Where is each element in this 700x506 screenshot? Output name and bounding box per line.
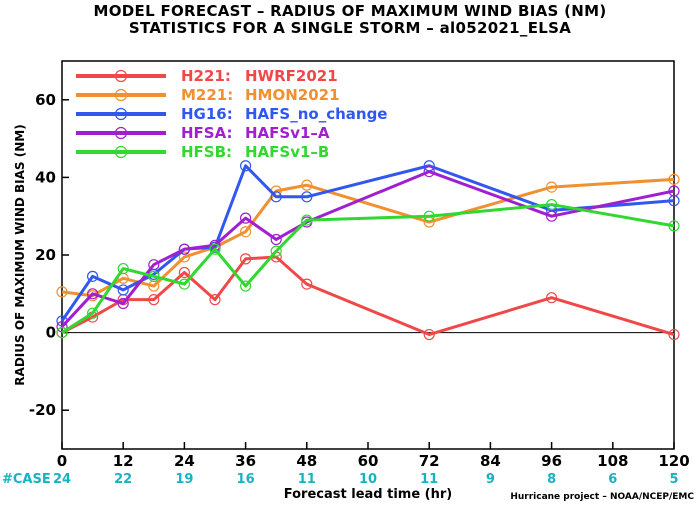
case-count: 6 <box>608 472 617 487</box>
legend-marker <box>114 88 128 102</box>
x-tick-label: 84 <box>480 452 501 470</box>
x-tick-label: 96 <box>541 452 562 470</box>
x-tick-label: 0 <box>57 452 67 470</box>
data-point <box>240 253 252 265</box>
x-tick-label: 60 <box>358 452 379 470</box>
legend-series-label: HMON2021 <box>245 86 340 104</box>
data-point <box>178 266 190 279</box>
data-point <box>117 297 129 310</box>
data-point <box>86 270 99 282</box>
data-point <box>545 181 558 193</box>
data-point <box>209 243 221 255</box>
x-tick-label: 108 <box>597 452 628 470</box>
legend-series-code: HG16: <box>181 105 233 123</box>
data-point <box>270 233 282 246</box>
legend-series-label: HWRF2021 <box>245 67 338 85</box>
data-point <box>301 214 313 226</box>
data-point <box>240 280 252 292</box>
legend-marker <box>114 69 128 83</box>
data-point <box>240 212 252 224</box>
data-point <box>668 328 680 341</box>
credit-text: Hurricane project – NOAA/NCEP/EMC <box>510 492 694 502</box>
series-line <box>61 255 675 337</box>
data-point <box>270 245 282 257</box>
case-count: 10 <box>359 472 377 487</box>
legend-marker <box>114 145 128 159</box>
y-tick-label: 20 <box>35 246 56 264</box>
case-count: 24 <box>53 472 71 487</box>
y-tick-label: 60 <box>35 91 56 109</box>
x-tick-label: 12 <box>113 452 134 470</box>
data-point <box>117 284 129 296</box>
data-point <box>270 191 282 203</box>
data-point <box>545 198 558 211</box>
legend-marker <box>114 126 128 140</box>
legend-series-code: M221: <box>181 86 233 104</box>
case-count: 11 <box>298 472 316 487</box>
data-point <box>86 307 99 319</box>
data-point <box>423 165 435 178</box>
y-tick-label: -20 <box>29 401 56 419</box>
data-point <box>545 210 558 222</box>
case-count: 16 <box>237 472 255 487</box>
series-line <box>60 170 675 328</box>
data-point <box>178 251 190 263</box>
data-point <box>117 262 129 275</box>
y-tick-label: 0 <box>46 324 56 342</box>
legend-marker <box>114 107 128 121</box>
case-count-row: #CASE 24 22 19 16 11 10 11 9 8 6 5 <box>2 472 679 487</box>
data-point <box>240 160 252 172</box>
x-tick-label: 36 <box>235 452 256 470</box>
legend: H221: HWRF2021 M221: HMON2021 HG16: HAFS_no_c… <box>76 67 387 161</box>
case-count: 9 <box>486 472 495 487</box>
case-count: 5 <box>669 472 678 487</box>
x-tick-label: 120 <box>658 452 689 470</box>
x-tick-label: 24 <box>174 452 195 470</box>
data-point <box>148 294 160 306</box>
data-point <box>209 294 221 306</box>
y-axis: -20 0 20 40 60 <box>29 91 69 419</box>
case-count: 22 <box>114 472 132 487</box>
series-line <box>61 203 675 334</box>
legend-series-code: HFSA: <box>181 124 233 142</box>
data-point <box>240 226 252 238</box>
legend-series-label: HAFS_no_change <box>245 105 387 123</box>
y-axis-label: RADIUS OF MAXIMUM WIND BIAS (NM) <box>13 124 27 385</box>
data-point <box>148 270 160 282</box>
data-point <box>178 278 190 290</box>
data-point <box>56 327 68 339</box>
data-point <box>178 243 190 255</box>
case-count: 19 <box>175 472 193 487</box>
data-point <box>423 328 435 341</box>
data-point <box>301 278 313 290</box>
series-layer <box>56 160 680 341</box>
data-point <box>301 179 313 191</box>
data-point <box>148 259 160 271</box>
series-line <box>61 177 675 298</box>
x-tick-label: 48 <box>296 452 317 470</box>
y-tick-label: 40 <box>35 168 56 186</box>
legend-series-code: H221: <box>181 67 231 85</box>
data-point <box>668 173 680 185</box>
x-axis-label: Forecast lead time (hr) <box>284 487 452 502</box>
data-point <box>86 288 99 300</box>
data-point <box>545 292 558 304</box>
case-label: #CASE <box>2 472 51 487</box>
x-axis: 0 12 24 36 48 60 72 84 96 108 120 <box>57 442 690 470</box>
legend-series-code: HFSB: <box>181 143 232 161</box>
data-point <box>56 286 68 298</box>
data-point <box>668 220 680 232</box>
case-count: 8 <box>547 472 556 487</box>
case-count: 11 <box>420 472 438 487</box>
data-point <box>301 191 313 203</box>
data-point <box>423 210 435 222</box>
legend-series-label: HAFSv1–A <box>245 124 330 142</box>
chart-subtitle: STATISTICS FOR A SINGLE STORM – al052021… <box>128 19 572 37</box>
x-tick-label: 72 <box>419 452 440 470</box>
data-point <box>668 185 680 197</box>
legend-series-label: HAFSv1–B <box>245 143 329 161</box>
chart-title: MODEL FORECAST – RADIUS OF MAXIMUM WIND … <box>93 2 607 20</box>
